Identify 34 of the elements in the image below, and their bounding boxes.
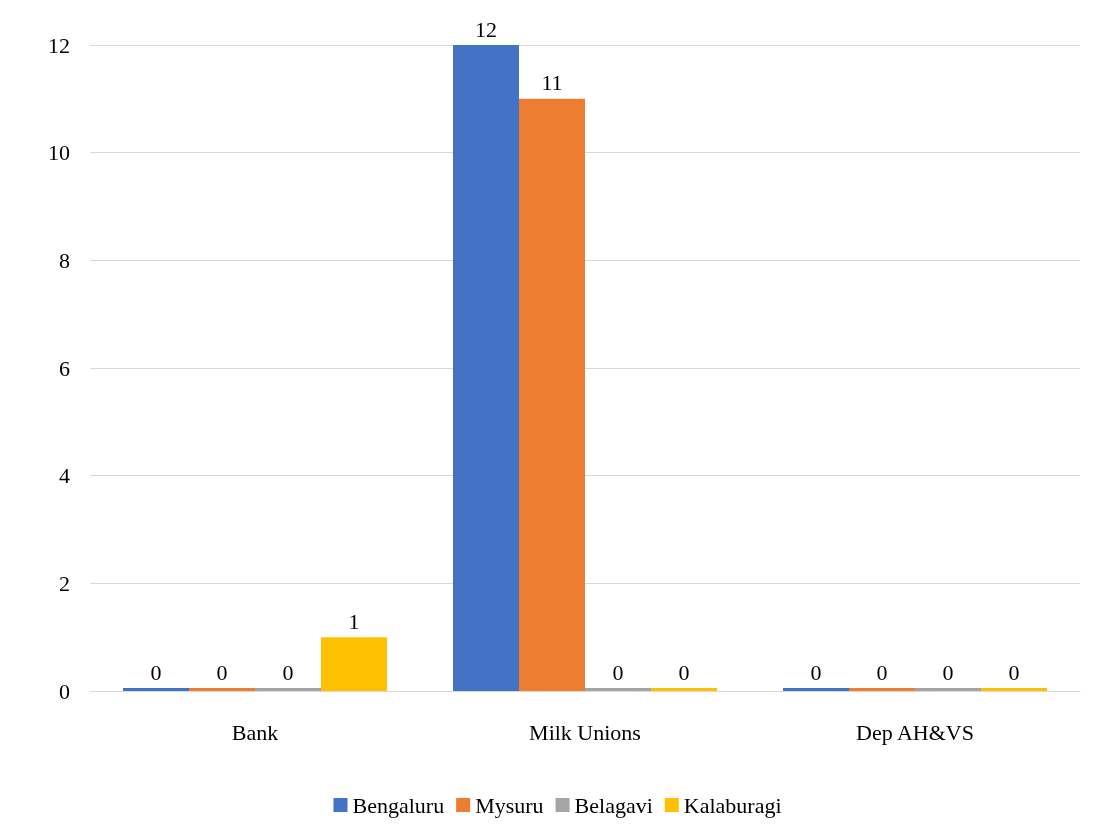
data-label: 0 [282, 659, 294, 685]
legend-label: Mysuru [475, 792, 544, 818]
bar [519, 98, 585, 691]
data-label: 0 [678, 659, 690, 685]
bar [123, 688, 189, 691]
y-tick-label: 10 [48, 140, 70, 166]
y-tick-label: 8 [59, 247, 70, 273]
y-tick-label: 4 [59, 463, 70, 489]
bar [189, 688, 255, 691]
bar [651, 688, 717, 691]
y-tick-label: 0 [59, 678, 70, 704]
legend-label: Bengaluru [352, 792, 445, 818]
data-label: 0 [216, 659, 228, 685]
legend-label: Belagavi [574, 792, 653, 818]
data-label: 0 [1008, 659, 1020, 685]
data-label: 1 [348, 608, 360, 634]
x-tick-label: Dep AH&VS [856, 719, 974, 745]
bar [453, 45, 519, 691]
bar [849, 688, 915, 691]
bar [981, 688, 1047, 691]
x-tick-label: Milk Unions [529, 719, 641, 745]
y-tick-label: 6 [59, 355, 70, 381]
y-tick-label: 12 [48, 32, 70, 58]
x-tick-label: Bank [231, 719, 279, 745]
data-label: 0 [612, 659, 624, 685]
legend-label: Kalaburagi [683, 792, 782, 818]
bar [783, 688, 849, 691]
data-label: 0 [150, 659, 162, 685]
data-label: 0 [810, 659, 822, 685]
data-label: 11 [541, 70, 563, 96]
data-label: 0 [942, 659, 954, 685]
y-tick-label: 2 [59, 570, 70, 596]
data-label: 0 [876, 659, 888, 685]
data-label: 12 [475, 16, 497, 42]
